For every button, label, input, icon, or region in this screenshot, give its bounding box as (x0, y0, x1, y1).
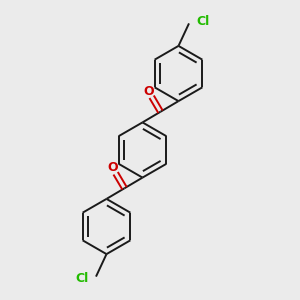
Text: Cl: Cl (75, 272, 88, 285)
Text: Cl: Cl (196, 15, 210, 28)
Text: O: O (143, 85, 154, 98)
Text: O: O (107, 161, 118, 174)
